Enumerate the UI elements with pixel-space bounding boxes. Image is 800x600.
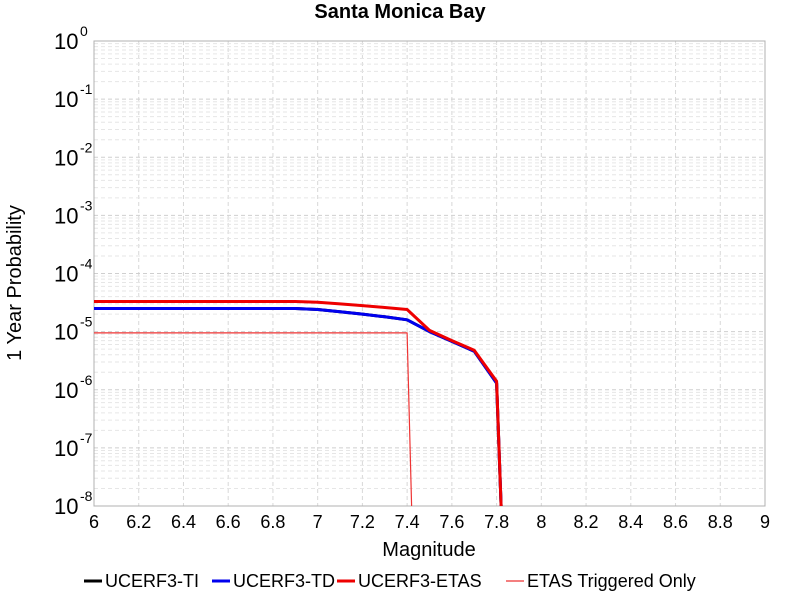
y-tick-base: 10 — [54, 145, 78, 170]
y-tick-exponent: -2 — [80, 139, 93, 155]
chart-title: Santa Monica Bay — [314, 1, 486, 23]
y-tick-base: 10 — [54, 436, 78, 461]
y-axis-title: 1 Year Probability — [4, 205, 26, 361]
y-tick-exponent: -8 — [80, 488, 93, 504]
x-axis-title: Magnitude — [382, 539, 475, 561]
y-tick-exponent: -5 — [80, 314, 93, 330]
x-tick-label: 8.6 — [663, 512, 688, 532]
x-tick-label: 7.6 — [439, 512, 464, 532]
x-tick-label: 8.2 — [574, 512, 599, 532]
x-tick-label: 7 — [313, 512, 323, 532]
y-tick-base: 10 — [54, 494, 78, 519]
x-tick-label: 9 — [760, 512, 770, 532]
y-tick-label: 10 0 — [54, 23, 88, 54]
y-tick-base: 10 — [54, 378, 78, 403]
legend-item: UCERF3-TI — [84, 571, 199, 591]
y-tick-exponent: -3 — [80, 197, 93, 213]
y-tick-base: 10 — [54, 203, 78, 228]
y-tick-exponent: 0 — [80, 23, 88, 39]
x-tick-label: 7.2 — [350, 512, 375, 532]
y-tick-label: 10 -2 — [54, 139, 93, 170]
legend-item: ETAS Triggered Only — [506, 571, 696, 591]
legend: UCERF3-TI UCERF3-TD UCERF3-ETAS ETAS Trigge… — [84, 571, 696, 591]
x-axis-ticks: 6 6.2 6.4 6.6 6.8 7 7.2 7.4 7.6 7.8 8 8.2 8.4 8.6 8.8 9 — [89, 512, 770, 532]
series-line-ucerf3-etas — [94, 300, 503, 507]
legend-label: ETAS Triggered Only — [527, 571, 696, 591]
series-line-etas-triggered-only — [94, 332, 413, 507]
legend-label: UCERF3-TI — [105, 571, 199, 591]
legend-label: UCERF3-ETAS — [358, 571, 482, 591]
x-tick-label: 8.8 — [708, 512, 733, 532]
y-tick-label: 10 -8 — [54, 488, 93, 519]
legend-item: UCERF3-ETAS — [337, 571, 482, 591]
y-tick-exponent: -4 — [80, 256, 93, 272]
y-tick-label: 10 -7 — [54, 430, 93, 461]
series-layer — [94, 300, 503, 507]
y-tick-base: 10 — [54, 320, 78, 345]
y-tick-label: 10 -5 — [54, 314, 93, 345]
y-tick-label: 10 -4 — [54, 256, 93, 287]
x-tick-label: 7.4 — [395, 512, 420, 532]
x-tick-label: 8 — [536, 512, 546, 532]
y-tick-base: 10 — [54, 262, 78, 287]
y-tick-exponent: -1 — [80, 81, 93, 97]
legend-item: UCERF3-TD — [212, 571, 335, 591]
y-tick-label: 10 -3 — [54, 197, 93, 228]
y-tick-exponent: -6 — [80, 372, 93, 388]
y-tick-exponent: -7 — [80, 430, 93, 446]
x-tick-label: 6.8 — [260, 512, 285, 532]
x-tick-label: 8.4 — [618, 512, 643, 532]
y-tick-label: 10 -1 — [54, 81, 93, 112]
plot-area — [93, 40, 766, 507]
y-tick-label: 10 -6 — [54, 372, 93, 403]
y-tick-base: 10 — [54, 87, 78, 112]
x-tick-label: 6.2 — [126, 512, 151, 532]
x-tick-label: 6.4 — [171, 512, 196, 532]
x-tick-label: 6.6 — [216, 512, 241, 532]
x-tick-label: 7.8 — [484, 512, 509, 532]
y-tick-base: 10 — [54, 29, 78, 54]
legend-label: UCERF3-TD — [233, 571, 335, 591]
x-tick-label: 6 — [89, 512, 99, 532]
grid — [93, 41, 766, 507]
